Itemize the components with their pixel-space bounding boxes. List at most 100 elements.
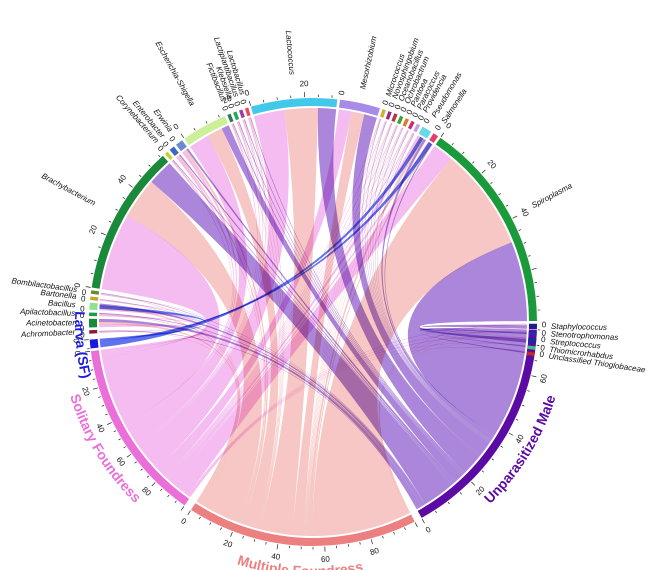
- genus-arc-erwinia: [176, 140, 187, 152]
- solitary-tick: [174, 500, 177, 504]
- genus-spiroplasma-tick: [512, 215, 518, 219]
- genus-arc-staphylococcus: [528, 323, 537, 330]
- male-tick: [435, 510, 437, 514]
- genus-spiroplasma-tick: [505, 204, 509, 207]
- solitary-tick: [101, 405, 105, 407]
- genus-brachybacterium-tick-label: 20: [87, 223, 99, 235]
- ribbon-multiple-spiroplasma: [312, 158, 512, 536]
- genus-arc-micrococcus: [380, 109, 386, 118]
- genus-label-stenotrophomonas: Stenotrophomonas: [550, 330, 618, 343]
- genus-zero-tick-label: 0: [541, 320, 546, 329]
- genus-brachybacterium-tick: [85, 286, 91, 288]
- genus-arc-thiomicrorhabdus: [527, 345, 536, 350]
- genus-lactococcus-tick-label: 0: [244, 88, 251, 98]
- genus-zero-tick-label: 0: [380, 99, 390, 107]
- male-tick: [421, 518, 425, 524]
- male-tick: [459, 492, 462, 495]
- ribbon-male-stenotrophomonas: [419, 328, 527, 338]
- solitary-tick: [92, 378, 96, 380]
- male-tick: [491, 458, 494, 461]
- genus-zero-tick-label: 0: [161, 140, 171, 150]
- male-tick-label: 0: [424, 525, 433, 535]
- genus-arc-pseudomonas: [418, 126, 432, 139]
- genus-lactococcus-tick: [248, 100, 251, 106]
- solitary-tick: [126, 453, 132, 458]
- genus-label-bacillus: Bacillus: [48, 298, 76, 309]
- solitary-tick-label: 20: [80, 386, 91, 398]
- multiple-tick: [276, 544, 279, 550]
- genus-zero-tick-label: 0: [392, 103, 402, 111]
- genus-zero-tick-label: 0: [541, 328, 546, 337]
- genus-arc-spiroplasma: [435, 137, 537, 322]
- genus-arc-brachybacterium: [91, 155, 169, 289]
- male-tick: [531, 375, 537, 378]
- ribbon-multiple-lactococcus: [260, 108, 319, 535]
- genus-brachybacterium-tick: [108, 220, 112, 223]
- male-tick: [527, 390, 530, 392]
- ribbon-layer: [99, 108, 527, 536]
- multiple-tick: [242, 535, 244, 539]
- genus-arc-unclassified-thioglobaceae: [526, 351, 535, 357]
- ribbon-male-lactococcus: [317, 108, 480, 473]
- genus-zero-tick-label: 0: [79, 323, 84, 332]
- genus-escherichia-shigella-tick-label: 0: [172, 122, 181, 132]
- genus-zero-tick-label: 0: [79, 330, 84, 339]
- genus-zero-tick-label: 0: [80, 311, 85, 320]
- multiple-tick-label: 40: [271, 552, 282, 562]
- genus-arc-achromobacter: [89, 329, 98, 334]
- genus-arc-mesorhizobium: [339, 99, 380, 116]
- ribbon-multiple-brachybacterium: [127, 181, 262, 523]
- genus-brachybacterium-tick: [94, 259, 97, 261]
- tick-layer: [83, 92, 541, 552]
- genus-zero-tick-label: 0: [540, 334, 546, 343]
- genus-spiroplasma-tick-label: 40: [519, 206, 531, 219]
- genus-spiroplasma-tick: [462, 151, 465, 155]
- ribbon-larva-bacillus: [99, 305, 207, 342]
- genus-zero-tick-label: 0: [238, 98, 248, 105]
- multiple-tick: [253, 539, 256, 542]
- genus-zero-tick-label: 0: [232, 100, 242, 108]
- genus-zero-tick-label: 0: [404, 108, 414, 116]
- genus-label-lactococcus: Lactococcus: [284, 30, 297, 75]
- genus-lactococcus-tick-label: 20: [299, 79, 309, 88]
- multiple-tick-label: 80: [369, 546, 380, 557]
- genus-brachybacterium-tick: [122, 196, 126, 199]
- genus-arc-bacillus: [89, 302, 98, 311]
- genus-arc-bombilactobacillus: [90, 290, 100, 295]
- solitary-tick: [113, 430, 117, 433]
- multiple-tick: [265, 542, 267, 545]
- solitary-tick: [167, 494, 170, 498]
- multiple-tick: [359, 542, 361, 545]
- multiple-tick-label: 60: [321, 555, 331, 564]
- genus-arc-pantoea: [402, 118, 410, 127]
- larva-tick-label: 0: [71, 338, 80, 344]
- genus-label-mesorhizobium: Mesorhizobium: [358, 35, 378, 90]
- genus-spiroplasma-tick: [472, 161, 475, 164]
- genus-zero-tick-label: 0: [226, 102, 236, 110]
- genus-spiroplasma-tick: [523, 242, 527, 244]
- ribbon-multiple-escherichia-shigella: [207, 128, 279, 529]
- ribbon-solitary-acinetobacter: [99, 324, 207, 353]
- genus-zero-tick-label: 0: [410, 111, 420, 119]
- genus-spiroplasma-tick: [490, 181, 493, 185]
- group-arc-solitary-foundress: [90, 350, 190, 506]
- solitary-tick: [146, 475, 150, 478]
- genus-arc-apilactobacillus: [89, 312, 98, 317]
- ribbon-male-apilactobacillus: [99, 312, 423, 507]
- solitary-tick: [160, 488, 163, 491]
- ribbon-solitary-klebsiella: [137, 121, 261, 446]
- ribbon-male-brachybacterium: [151, 163, 452, 505]
- genus-brachybacterium-tick: [90, 273, 94, 275]
- solitary-tick: [134, 461, 137, 464]
- genus-escherichia-shigella-tick: [205, 121, 208, 124]
- solitary-tick: [92, 387, 98, 390]
- genus-spiroplasma-tick-label: 20: [486, 158, 499, 171]
- multiple-tick: [230, 531, 233, 537]
- ribbon-male-staphylococcus: [419, 324, 527, 342]
- male-tick: [471, 481, 476, 486]
- multiple-tick: [382, 535, 384, 539]
- genus-zero-tick-label: 0: [386, 101, 396, 109]
- genus-spiroplasma-tick: [451, 142, 454, 146]
- male-tick: [508, 432, 514, 436]
- solitary-tick: [105, 413, 108, 416]
